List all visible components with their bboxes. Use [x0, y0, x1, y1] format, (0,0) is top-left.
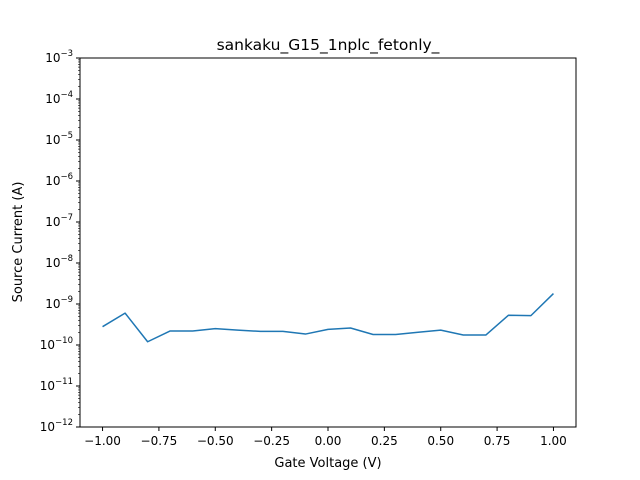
- y-tick-label: 10−9: [45, 295, 73, 311]
- series-line: [102, 292, 554, 343]
- x-tick-label: 0.50: [427, 434, 454, 448]
- y-tick-label: 10−11: [40, 377, 73, 393]
- y-axis: 10−12 10−11 10−10 10−9 10−8 10−7 10−6 10−5 10−4 1…: [40, 49, 80, 434]
- x-axis-label: Gate Voltage (V): [274, 456, 381, 471]
- x-tick-label: 0.75: [484, 434, 511, 448]
- plot-frame: [79, 57, 577, 428]
- x-tick-label: −1.00: [84, 434, 121, 448]
- y-tick-label: 10−6: [45, 172, 73, 188]
- x-tick-label: −0.50: [197, 434, 234, 448]
- y-tick-label: 10−4: [45, 90, 73, 106]
- x-tick-label: 0.25: [371, 434, 398, 448]
- x-tick-label: 1.00: [540, 434, 567, 448]
- x-tick-label: −0.75: [141, 434, 178, 448]
- x-tick-label: −0.25: [253, 434, 290, 448]
- x-axis: −1.00 −0.75 −0.50 −0.25 0.00 0.25 0.50 0.75 1.00: [84, 427, 567, 448]
- y-tick-label: 10−12: [40, 418, 73, 434]
- y-tick-label: 10−5: [45, 131, 73, 147]
- chart-title: sankaku_G15_1nplc_fetonly_: [217, 36, 440, 55]
- y-axis-label: Source Current (A): [11, 182, 26, 303]
- series-layer: [102, 292, 554, 343]
- y-tick-label: 10−8: [45, 254, 73, 270]
- y-tick-label: 10−10: [40, 336, 73, 352]
- x-tick-label: 0.00: [315, 434, 342, 448]
- y-tick-label: 10−3: [45, 49, 73, 65]
- y-tick-label: 10−7: [45, 213, 73, 229]
